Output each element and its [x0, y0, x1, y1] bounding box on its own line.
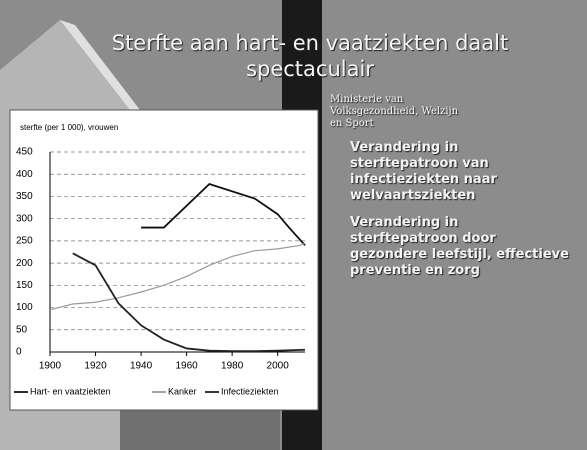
y-tick-label: 150: [16, 280, 33, 291]
y-tick-label: 50: [16, 324, 28, 335]
y-tick-label: 200: [16, 258, 33, 269]
legend-label: Hart- en vaatziekten: [30, 386, 111, 396]
y-tick-label: 100: [16, 302, 33, 313]
legend-label: Infectieziekten: [221, 386, 279, 396]
x-tick-label: 1900: [39, 361, 62, 372]
y-tick-label: 0: [16, 347, 22, 358]
y-tick-label: 450: [16, 147, 33, 158]
slide: sterfte (per 1 000), vrouwen 0 50 100 150 200…: [0, 0, 587, 450]
y-tick-label: 250: [16, 236, 33, 247]
x-tick-label: 1960: [175, 361, 198, 372]
chart-title: sterfte (per 1 000), vrouwen: [20, 123, 118, 132]
x-tick-label: 1980: [221, 361, 244, 372]
x-tick-label: 1940: [130, 361, 153, 372]
logo-text: Ministerie van Volksgezondheid, Welzijn …: [330, 94, 460, 130]
slide-title: Sterfte aan hart- en vaatziekten daalt s…: [110, 30, 510, 82]
x-tick-label: 2000: [267, 361, 290, 372]
x-tick-label: 1920: [84, 361, 107, 372]
bullet: Verandering in sterftepatroon door gezon…: [350, 215, 570, 279]
bullet: Verandering in sterftepatroon van infect…: [350, 140, 570, 204]
building-base: [120, 410, 280, 450]
y-tick-label: 400: [16, 169, 33, 180]
y-tick-label: 300: [16, 213, 33, 224]
y-tick-label: 350: [16, 191, 33, 202]
legend-label: Kanker: [168, 386, 197, 396]
